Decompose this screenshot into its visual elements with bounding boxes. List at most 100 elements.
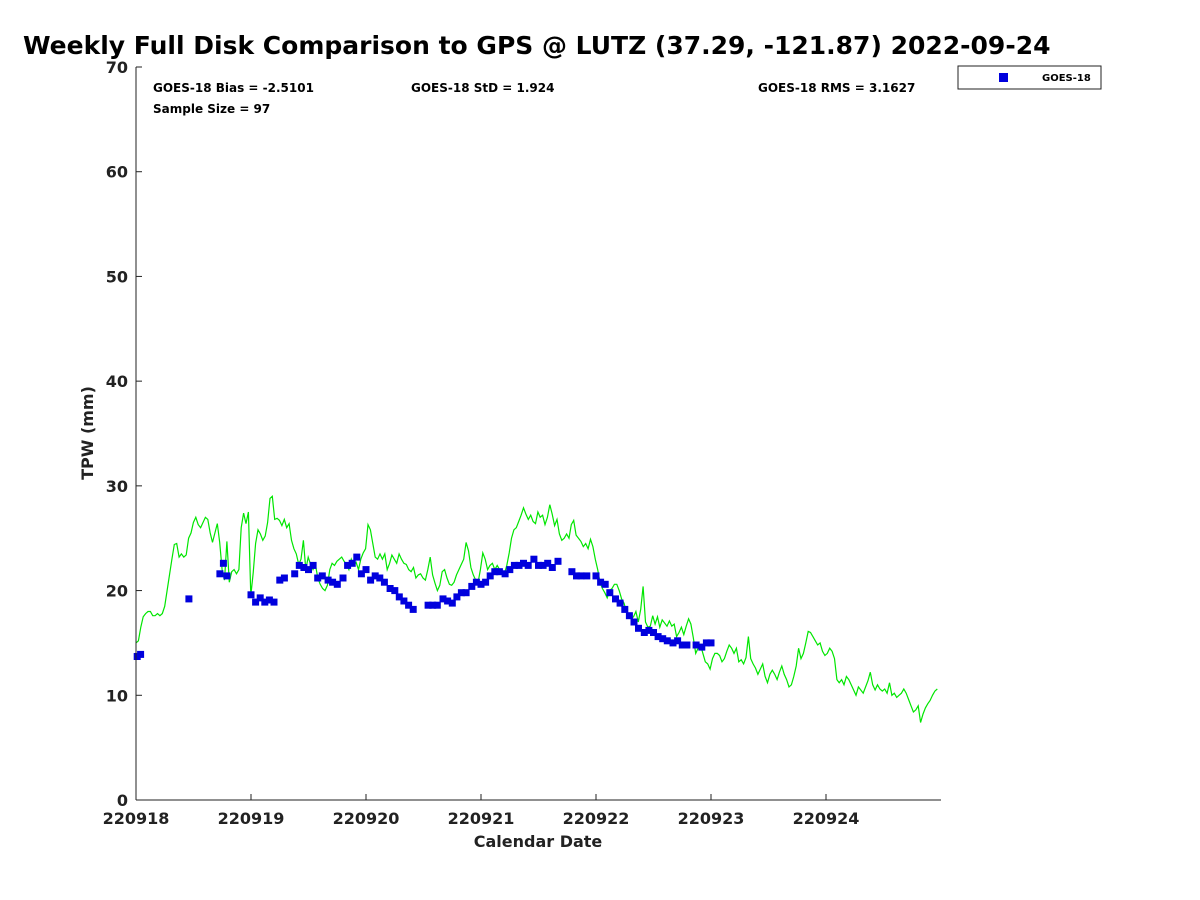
goes-point	[674, 637, 682, 645]
goes-point	[376, 574, 384, 582]
goes-point	[305, 566, 312, 574]
goes-point	[486, 572, 494, 580]
goes-point	[621, 605, 629, 613]
goes-point	[640, 629, 648, 636]
goes-point	[405, 601, 413, 609]
goes-point	[314, 574, 322, 582]
goes-point	[433, 601, 441, 609]
goes-point	[386, 585, 394, 592]
goes-point	[468, 582, 476, 590]
y-tick-label: 40	[106, 372, 128, 391]
goes-point	[362, 566, 370, 574]
rms-stat: GOES-18 RMS = 3.1627	[758, 81, 915, 95]
goes-point	[265, 596, 273, 604]
y-tick-label: 60	[106, 163, 128, 182]
goes-point	[261, 598, 269, 606]
goes-point	[348, 559, 356, 567]
goes-point	[625, 612, 633, 620]
plot-area	[136, 67, 941, 800]
goes-point	[601, 580, 609, 588]
goes-point	[650, 629, 657, 636]
x-tick-label: 220920	[333, 809, 400, 828]
goes-point	[616, 599, 624, 607]
goes-point	[544, 559, 552, 567]
gps-series	[135, 495, 938, 723]
legend: GOES-18	[957, 65, 1102, 90]
goes-point	[568, 568, 576, 576]
legend-box	[957, 65, 1102, 90]
y-tick-label: 0	[117, 791, 128, 810]
goes-point	[280, 574, 288, 582]
goes-point	[659, 635, 667, 643]
chart-title: Weekly Full Disk Comparison to GPS @ LUT…	[23, 31, 1051, 60]
goes-point	[300, 564, 308, 571]
goes-point	[444, 597, 452, 605]
y-tick-label: 10	[106, 686, 128, 705]
goes-point	[409, 605, 417, 613]
goes-point	[380, 578, 388, 586]
std-stat: GOES-18 StD = 1.924	[411, 81, 554, 95]
goes-point	[501, 570, 509, 578]
x-tick-label: 220924	[793, 809, 860, 828]
goes-point	[462, 589, 470, 597]
goes-point	[344, 561, 352, 569]
x-tick-label: 220919	[218, 809, 285, 828]
goes-point	[185, 595, 193, 603]
goes-point	[535, 561, 542, 569]
goes-point	[515, 561, 523, 569]
y-tick-label: 50	[106, 267, 128, 286]
goes-point	[510, 561, 518, 569]
goes-point	[692, 641, 700, 649]
sample-size-stat: Sample Size = 97	[153, 102, 270, 116]
goes-point	[477, 580, 485, 588]
goes-point	[583, 572, 591, 580]
goes-point	[357, 570, 365, 578]
gps-line	[135, 495, 938, 723]
goes-point	[678, 641, 686, 649]
goes-point	[506, 566, 514, 574]
goes-point	[683, 641, 691, 649]
goes-point	[216, 570, 224, 578]
goes-point	[635, 624, 642, 632]
y-axis-label: TPW (mm)	[78, 386, 97, 480]
goes-point	[663, 637, 671, 645]
goes-point	[219, 559, 227, 567]
goes-point	[295, 561, 303, 569]
goes-point	[612, 595, 619, 603]
goes-point	[353, 553, 361, 561]
goes-point	[707, 639, 715, 647]
x-tick-label: 220921	[448, 809, 515, 828]
goes-point	[669, 639, 677, 647]
goes-point	[270, 598, 278, 606]
goes-point	[448, 599, 456, 607]
goes-point	[606, 589, 614, 597]
goes-point	[539, 561, 547, 569]
goes-point	[429, 601, 437, 609]
x-axis-label: Calendar Date	[474, 832, 603, 851]
y-axis-ticks: 0 10 20 30 40 50 60 70	[106, 58, 142, 810]
goes-point	[276, 576, 284, 584]
x-tick-label: 220918	[103, 809, 170, 828]
goes-point	[256, 594, 264, 602]
goes-point	[495, 568, 503, 576]
goes-point	[395, 593, 403, 601]
x-axis-ticks: 220918 220919 220920 220921 220922 220923 2209…	[103, 794, 860, 828]
goes-point	[339, 574, 347, 582]
x-tick-label: 220923	[678, 809, 745, 828]
y-tick-label: 70	[106, 58, 128, 77]
goes-point	[367, 576, 375, 584]
goes-series	[133, 553, 715, 660]
goes-point	[391, 587, 399, 595]
goes-point	[457, 589, 465, 597]
x-tick-label: 220922	[563, 809, 630, 828]
goes-point	[371, 572, 379, 580]
goes-point	[702, 639, 710, 647]
goes-point	[324, 576, 332, 584]
legend-goes-label: GOES-18	[1042, 73, 1091, 84]
goes-point	[554, 557, 562, 565]
goes-point	[333, 580, 341, 588]
goes-point	[472, 578, 480, 586]
goes-point	[654, 633, 662, 641]
goes-point	[530, 555, 538, 563]
